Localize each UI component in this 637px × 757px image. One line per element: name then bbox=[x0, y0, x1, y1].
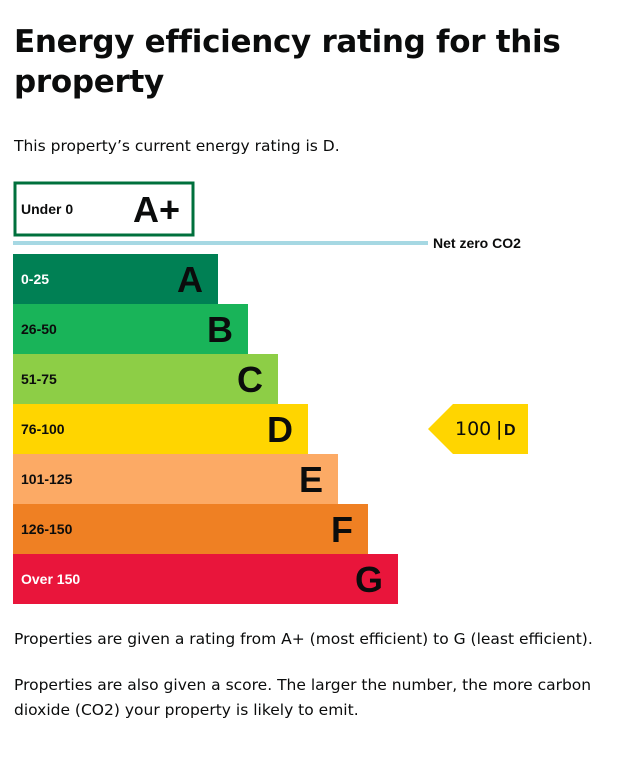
net-zero-label: Net zero CO2 bbox=[433, 235, 521, 251]
band-range-label-a: 0-25 bbox=[21, 271, 49, 287]
energy-rating-chart: Under 0 A+ Net zero CO2 0-25 A 26-50 B 51-75… bbox=[13, 181, 528, 604]
band-letter-label-a: A bbox=[177, 259, 203, 300]
rating-band-g bbox=[13, 554, 398, 604]
band-range-label-e: 101-125 bbox=[21, 471, 73, 487]
aplus-band bbox=[13, 181, 195, 237]
explanation-rating-range: Properties are given a rating from A+ (m… bbox=[14, 630, 593, 648]
rating-band-a bbox=[13, 254, 218, 304]
rating-band-e bbox=[13, 454, 338, 504]
band-letter-label-b: B bbox=[207, 309, 233, 350]
current-score-separator: | bbox=[496, 418, 502, 440]
rating-band-f bbox=[13, 504, 368, 554]
band-letter-label-c: C bbox=[237, 359, 263, 400]
band-letter-label-f: F bbox=[331, 509, 353, 550]
aplus-range-label: Under 0 bbox=[21, 201, 73, 217]
rating-band-c bbox=[13, 354, 278, 404]
band-range-label-g: Over 150 bbox=[21, 571, 80, 587]
band-range-label-f: 126-150 bbox=[21, 521, 73, 537]
page-title: Energy efficiency rating for this proper… bbox=[14, 24, 561, 100]
band-letter-label-g: G bbox=[355, 559, 383, 600]
rating-band-b bbox=[13, 304, 248, 354]
band-letter-label-e: E bbox=[299, 459, 323, 500]
band-letter-label-d: D bbox=[267, 409, 293, 450]
band-range-label-b: 26-50 bbox=[21, 321, 57, 337]
current-rating-text: This property’s current energy rating is… bbox=[14, 137, 340, 155]
current-score: 100 bbox=[455, 418, 491, 440]
band-range-label-c: 51-75 bbox=[21, 371, 57, 387]
current-rating-pointer bbox=[428, 404, 528, 454]
band-range-label-d: 76-100 bbox=[21, 421, 65, 437]
current-rating-letter: D bbox=[504, 422, 516, 439]
rating-band-d bbox=[13, 404, 308, 454]
aplus-letter-label: A+ bbox=[133, 189, 180, 230]
explanation-score: Properties are also given a score. The l… bbox=[14, 676, 592, 719]
